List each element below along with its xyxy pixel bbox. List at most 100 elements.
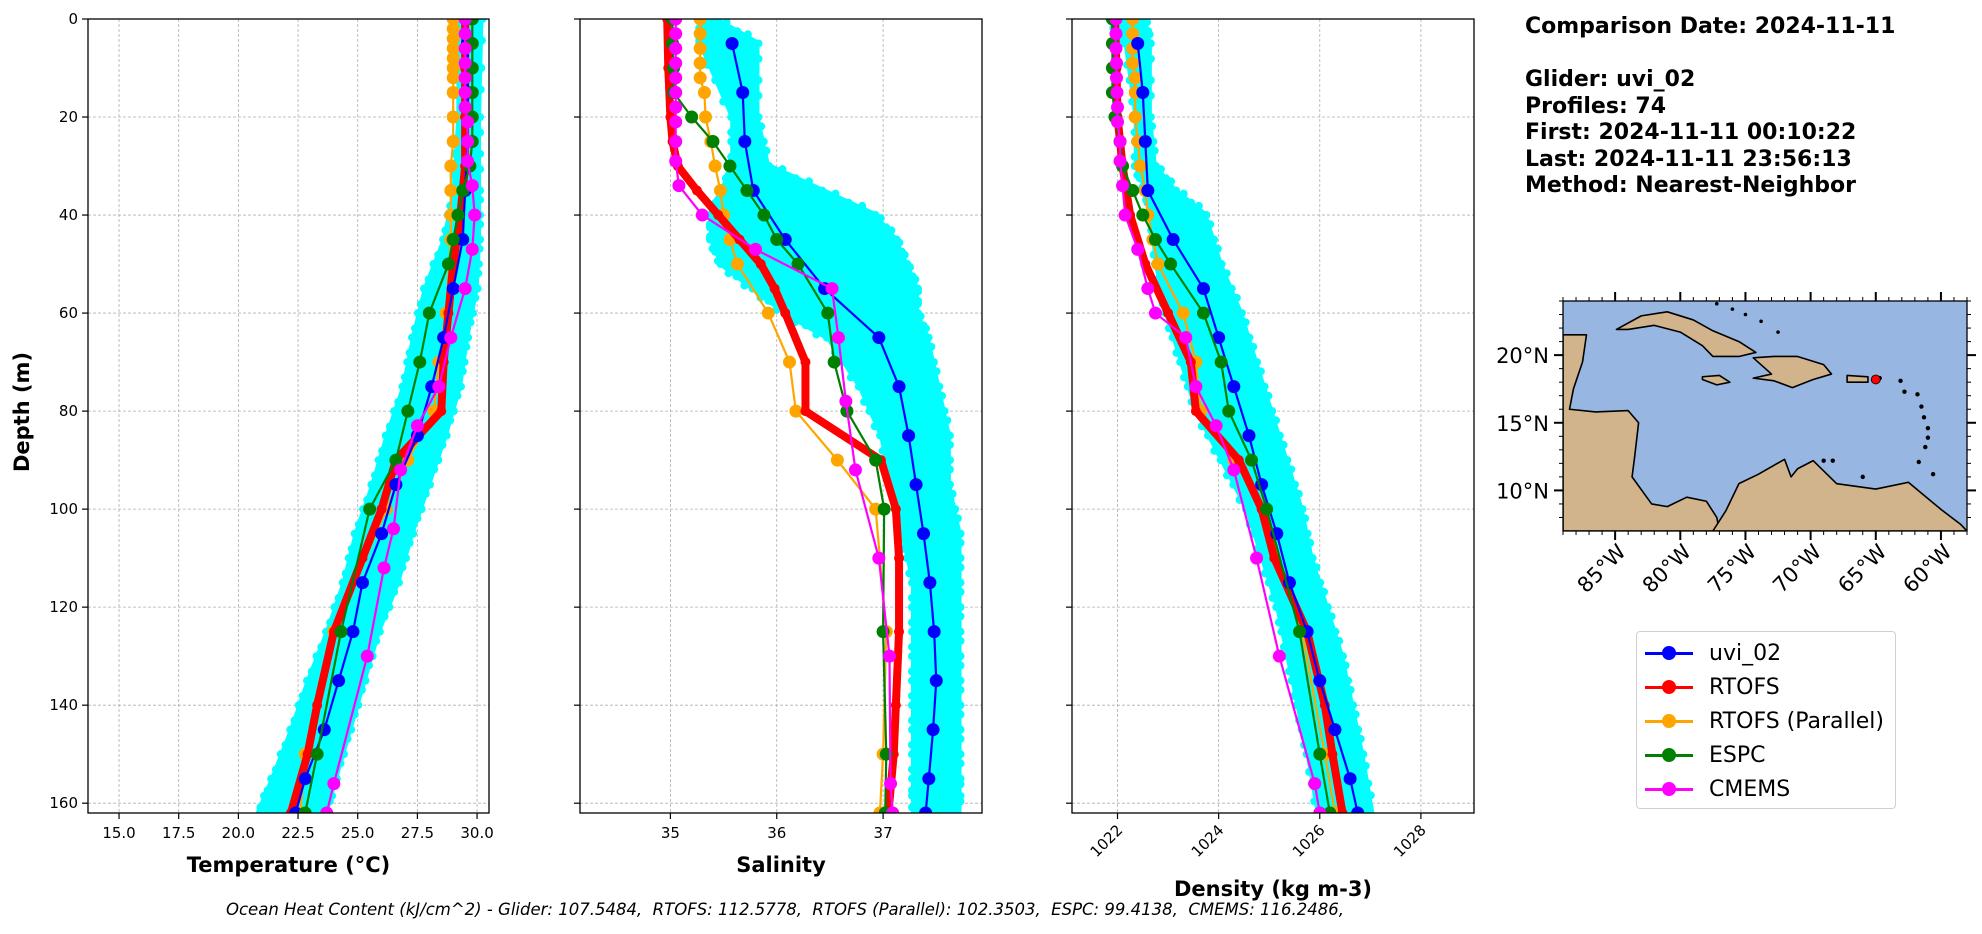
scatter-point: [276, 750, 285, 759]
scatter-point: [956, 791, 965, 800]
scatter-point: [476, 195, 485, 204]
scatter-point: [419, 284, 428, 293]
scatter-point: [256, 803, 265, 812]
scatter-point: [416, 299, 425, 308]
axes-frame: [579, 18, 983, 814]
land-south-america: [1712, 458, 1967, 531]
scatter-point: [956, 563, 965, 572]
scatter-point: [290, 716, 299, 725]
scatter-point: [425, 480, 434, 489]
scatter-point: [722, 19, 731, 27]
scatter-point: [1331, 627, 1340, 636]
scatter-point: [956, 529, 965, 538]
scatter-point: [1167, 177, 1176, 186]
data-point: [456, 184, 470, 198]
scatter-point: [908, 676, 916, 685]
scatter-point: [716, 260, 725, 269]
data-point: [461, 154, 475, 168]
data-point: [1141, 282, 1155, 296]
data-point: [1128, 71, 1142, 85]
data-point: [1109, 19, 1123, 26]
data-point: [458, 100, 472, 114]
data-point: [1109, 27, 1123, 41]
scatter-point: [846, 373, 855, 382]
data-point: [1327, 749, 1338, 760]
series-line: [1136, 43, 1359, 813]
data-point: [302, 749, 313, 760]
data-point: [401, 404, 415, 418]
scatter-point: [1229, 480, 1238, 489]
scatter-point: [818, 186, 827, 195]
scatter-point: [956, 612, 965, 621]
island: [1925, 425, 1931, 431]
data-point: [669, 19, 683, 26]
data-point: [355, 576, 369, 590]
data-point: [669, 86, 683, 100]
island: [1915, 392, 1920, 397]
data-point: [783, 355, 797, 369]
data-point: [1111, 100, 1125, 114]
plot-area: [255, 19, 487, 813]
scatter-point: [924, 333, 933, 342]
data-point: [1138, 135, 1152, 149]
scatter-point: [1344, 676, 1353, 685]
scatter-point: [1232, 293, 1241, 302]
glider-name: Glider: uvi_02: [1525, 67, 1696, 92]
scatter-point: [361, 676, 370, 685]
data-point: [458, 86, 472, 100]
scatter-point: [908, 652, 916, 661]
scatter-point: [1210, 235, 1219, 244]
data-point: [894, 553, 905, 564]
data-point: [902, 429, 916, 443]
data-point: [461, 115, 475, 129]
scatter-point: [473, 284, 482, 293]
data-point: [1269, 553, 1280, 564]
x-tick-label: 15.0: [102, 824, 135, 842]
scatter-point: [906, 263, 915, 272]
y-tick-label: 120: [49, 598, 78, 616]
data-point: [422, 306, 436, 320]
data-point: [693, 27, 707, 41]
data-point: [769, 283, 780, 294]
scatter-point: [1130, 152, 1139, 161]
scatter-point: [908, 578, 916, 587]
island: [1714, 301, 1719, 306]
scatter-point: [442, 431, 451, 440]
data-point: [458, 41, 472, 55]
data-point: [669, 115, 683, 129]
scatter-point: [330, 603, 339, 612]
scatter-point: [743, 30, 752, 39]
legend-marker-icon: [1645, 779, 1693, 799]
scatter-point: [1351, 710, 1360, 719]
data-point: [872, 551, 886, 565]
series-cmems: [320, 19, 482, 813]
scatter-point: [430, 465, 439, 474]
map-y-tick-label: 10°N: [1496, 479, 1549, 503]
data-point: [926, 723, 940, 737]
scatter-point: [956, 750, 965, 759]
scatter-point: [1187, 198, 1196, 207]
data-point: [360, 649, 374, 663]
scatter-point: [1202, 211, 1211, 220]
scatter-point: [908, 803, 916, 812]
data-point: [446, 86, 460, 100]
scatter-point: [876, 214, 885, 223]
data-point: [882, 649, 896, 663]
scatter-point: [1327, 612, 1336, 621]
data-point: [1190, 406, 1201, 417]
data-point: [334, 625, 348, 639]
scatter-point: [945, 431, 954, 440]
scatter-point: [732, 272, 741, 281]
scatter-point: [711, 19, 720, 23]
scatter-point: [477, 36, 486, 45]
scatter-point: [1279, 440, 1288, 449]
data-point: [446, 71, 460, 85]
scatter-point: [895, 238, 904, 247]
scatter-point: [1294, 489, 1303, 498]
data-point: [755, 259, 766, 270]
scatter-point: [956, 676, 965, 685]
scatter-point: [876, 431, 885, 440]
island: [1759, 319, 1763, 324]
data-point: [446, 282, 460, 296]
data-point: [446, 32, 460, 46]
